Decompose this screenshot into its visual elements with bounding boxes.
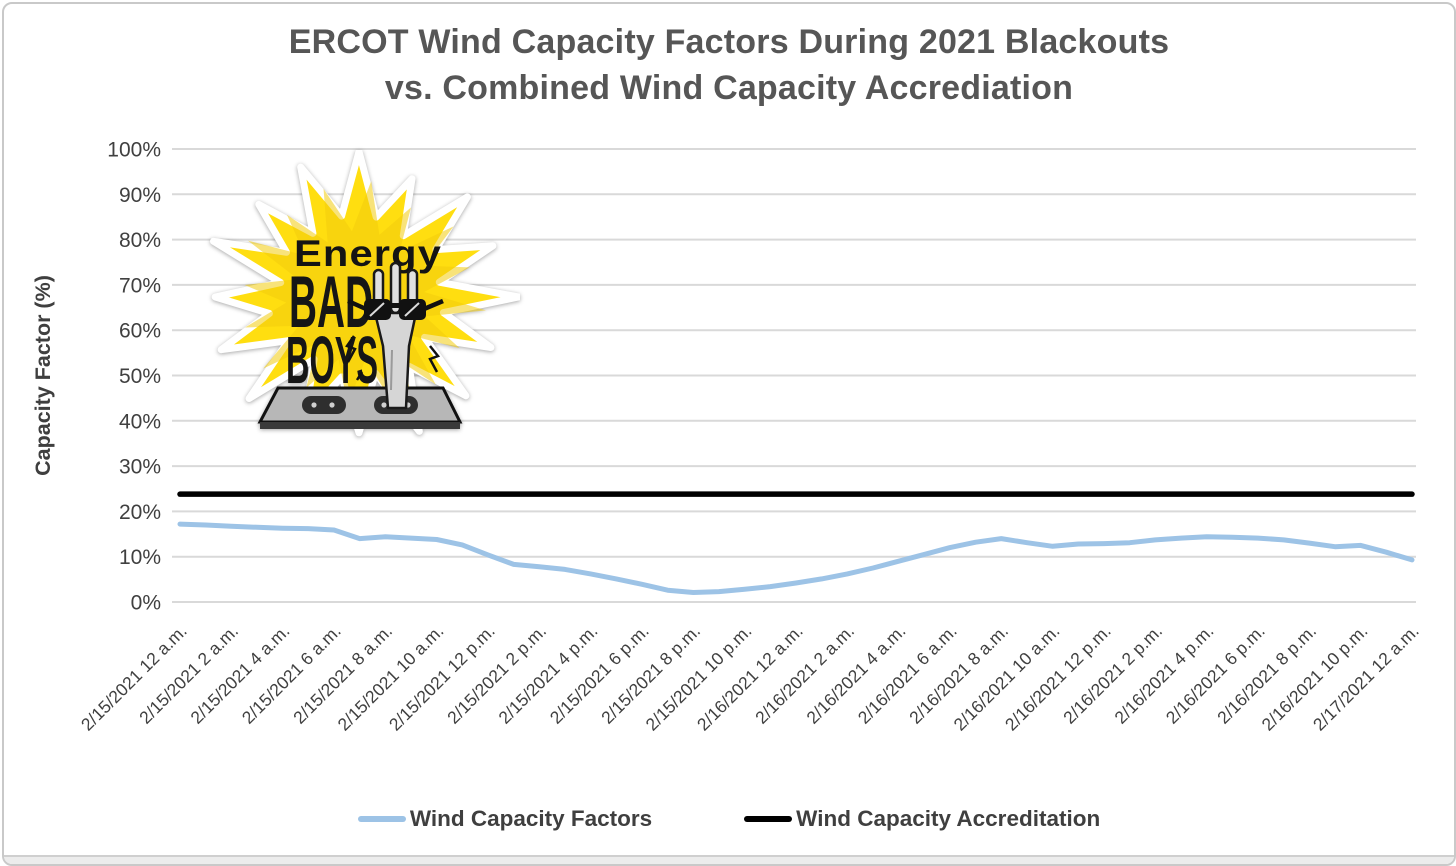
logo-outlet [257, 386, 463, 429]
chart-title-line2: vs. Combined Wind Capacity Accrediation [384, 68, 1074, 107]
energy-bad-boys-logo: Energy BAD BOYS [202, 148, 523, 458]
y-tick-label: 20% [119, 501, 161, 524]
y-axis-title: Capacity Factor (%) [31, 275, 55, 476]
y-tick-label: 90% [119, 184, 161, 207]
legend-label-wind-capacity-factors: Wind Capacity Factors [409, 806, 653, 831]
legend-item-wind-capacity-accreditation: Wind Capacity Accreditation [744, 806, 1100, 832]
logo-sunglasses [347, 298, 444, 320]
y-tick-label: 70% [119, 274, 161, 297]
plot-area: 100% 90% 80% 70% 60% 50% 40% 30% 20% 10% 0% Capacit… [31, 139, 1423, 735]
y-tick-label: 30% [119, 456, 161, 479]
logo-starburst-inner [244, 181, 487, 409]
legend-item-wind-capacity-factors: Wind Capacity Factors [357, 806, 653, 832]
chart-legend: Wind Capacity Factors Wind Capacity Accr… [4, 806, 1454, 832]
legend-label-wind-capacity-accreditation: Wind Capacity Accreditation [796, 806, 1101, 831]
logo-text-bad: BAD [289, 262, 373, 343]
y-tick-label: 80% [119, 229, 161, 252]
logo-text-boys: BOYS [286, 323, 378, 398]
y-tick-label: 40% [119, 410, 161, 433]
y-tick-label: 60% [119, 320, 161, 343]
logo-sparks [345, 335, 441, 381]
card-bottom-edge [4, 855, 1454, 864]
logo-text-energy: Energy [294, 233, 442, 274]
legend-swatch-wind-capacity-accreditation [744, 816, 793, 822]
y-tick-label: 10% [119, 546, 161, 569]
y-tick-label: 0% [131, 592, 161, 615]
chart-title-line1: ERCOT Wind Capacity Factors During 2021 … [288, 23, 1170, 61]
legend-swatch-wind-capacity-factors [357, 816, 406, 822]
y-tick-label: 100% [107, 139, 161, 162]
y-tick-label: 50% [119, 365, 161, 388]
chart-title: ERCOT Wind Capacity Factors During 2021 … [4, 20, 1454, 111]
series-line-wind-capacity-factors [177, 521, 1415, 595]
